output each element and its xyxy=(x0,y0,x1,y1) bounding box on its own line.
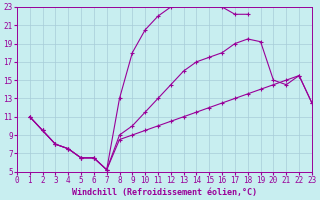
X-axis label: Windchill (Refroidissement éolien,°C): Windchill (Refroidissement éolien,°C) xyxy=(72,188,257,197)
